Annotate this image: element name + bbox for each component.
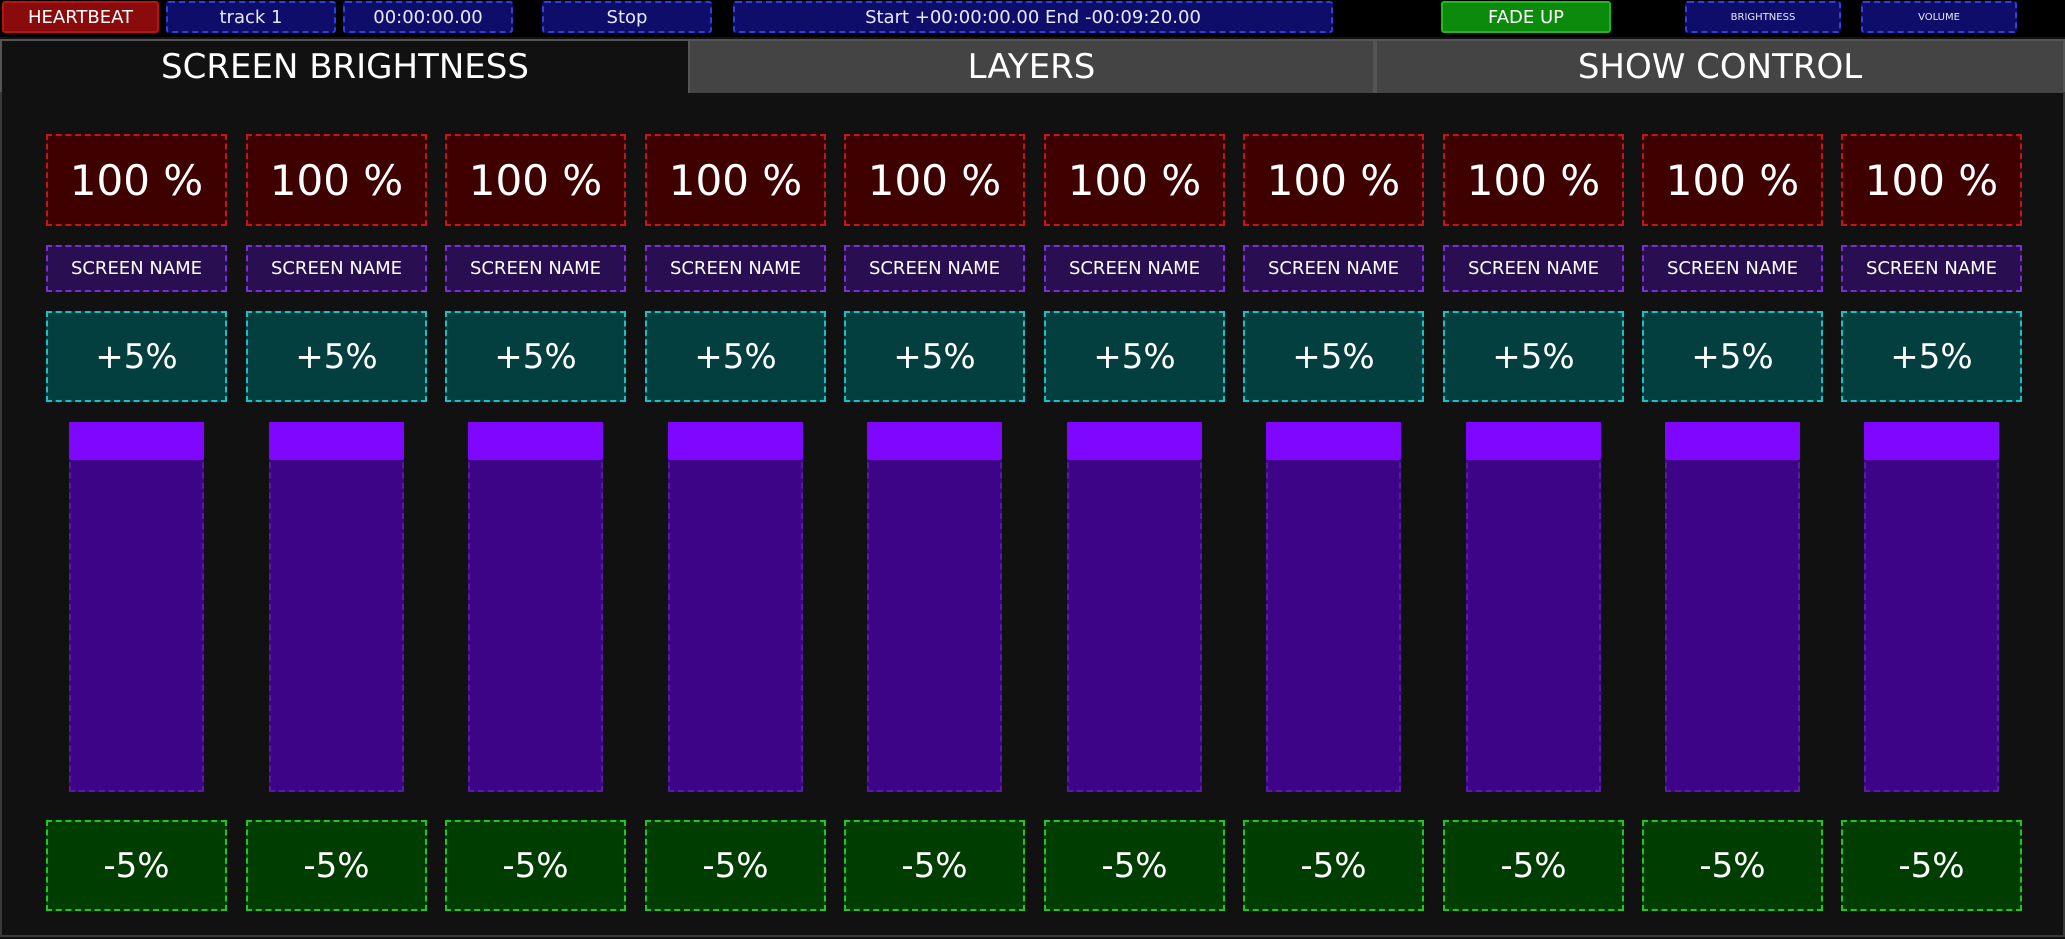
screen-name-label[interactable]: SCREEN NAME xyxy=(1642,245,1823,292)
brightness-fader-track[interactable] xyxy=(69,422,204,792)
tab-bar: SCREEN BRIGHTNESS LAYERS SHOW CONTROL xyxy=(0,39,2065,93)
brightness-fader-track[interactable] xyxy=(867,422,1002,792)
brightness-value-display: 100 % xyxy=(1443,134,1624,226)
volume-button[interactable]: VOLUME xyxy=(1861,1,2017,33)
brightness-value-display: 100 % xyxy=(246,134,427,226)
brightness-value-display: 100 % xyxy=(445,134,626,226)
brightness-channel: 100 % SCREEN NAME +5% -5% xyxy=(844,92,1025,937)
increase-brightness-button[interactable]: +5% xyxy=(844,311,1025,402)
transport-stop-button[interactable]: Stop xyxy=(542,1,712,33)
brightness-button[interactable]: BRIGHTNESS xyxy=(1685,1,1841,33)
decrease-brightness-button[interactable]: -5% xyxy=(844,820,1025,911)
brightness-fader-track[interactable] xyxy=(468,422,603,792)
brightness-panel: 100 % SCREEN NAME +5% -5% 100 % SCREEN NAME +5… xyxy=(0,92,2065,937)
brightness-fader-handle[interactable] xyxy=(1466,422,1601,460)
increase-brightness-button[interactable]: +5% xyxy=(645,311,826,402)
brightness-fader-track[interactable] xyxy=(1067,422,1202,792)
brightness-fader-track[interactable] xyxy=(269,422,404,792)
brightness-fader-handle[interactable] xyxy=(1067,422,1202,460)
brightness-fader-handle[interactable] xyxy=(668,422,803,460)
brightness-channel: 100 % SCREEN NAME +5% -5% xyxy=(1443,92,1624,937)
brightness-value-display: 100 % xyxy=(1642,134,1823,226)
heartbeat-button[interactable]: HEARTBEAT xyxy=(2,1,159,33)
brightness-fader-handle[interactable] xyxy=(1266,422,1401,460)
screen-name-label[interactable]: SCREEN NAME xyxy=(1243,245,1424,292)
increase-brightness-button[interactable]: +5% xyxy=(1044,311,1225,402)
brightness-fader-handle[interactable] xyxy=(867,422,1002,460)
increase-brightness-button[interactable]: +5% xyxy=(1443,311,1624,402)
increase-brightness-button[interactable]: +5% xyxy=(1243,311,1424,402)
decrease-brightness-button[interactable]: -5% xyxy=(246,820,427,911)
tab-layers[interactable]: LAYERS xyxy=(688,39,1375,93)
decrease-brightness-button[interactable]: -5% xyxy=(1841,820,2022,911)
brightness-fader-track[interactable] xyxy=(668,422,803,792)
decrease-brightness-button[interactable]: -5% xyxy=(1642,820,1823,911)
increase-brightness-button[interactable]: +5% xyxy=(246,311,427,402)
brightness-fader-handle[interactable] xyxy=(1665,422,1800,460)
brightness-fader-track[interactable] xyxy=(1466,422,1601,792)
brightness-value-display: 100 % xyxy=(1243,134,1424,226)
screen-name-label[interactable]: SCREEN NAME xyxy=(645,245,826,292)
screen-name-label[interactable]: SCREEN NAME xyxy=(844,245,1025,292)
screen-name-label[interactable]: SCREEN NAME xyxy=(246,245,427,292)
screen-name-label[interactable]: SCREEN NAME xyxy=(46,245,227,292)
brightness-channel: 100 % SCREEN NAME +5% -5% xyxy=(246,92,427,937)
decrease-brightness-button[interactable]: -5% xyxy=(1443,820,1624,911)
brightness-fader-handle[interactable] xyxy=(269,422,404,460)
increase-brightness-button[interactable]: +5% xyxy=(445,311,626,402)
brightness-fader-handle[interactable] xyxy=(69,422,204,460)
screen-name-label[interactable]: SCREEN NAME xyxy=(1841,245,2022,292)
screen-name-label[interactable]: SCREEN NAME xyxy=(1443,245,1624,292)
increase-brightness-button[interactable]: +5% xyxy=(1841,311,2022,402)
decrease-brightness-button[interactable]: -5% xyxy=(46,820,227,911)
brightness-value-display: 100 % xyxy=(844,134,1025,226)
brightness-channel: 100 % SCREEN NAME +5% -5% xyxy=(1044,92,1225,937)
increase-brightness-button[interactable]: +5% xyxy=(46,311,227,402)
brightness-channel: 100 % SCREEN NAME +5% -5% xyxy=(1841,92,2022,937)
tab-screen-brightness[interactable]: SCREEN BRIGHTNESS xyxy=(0,39,688,93)
decrease-brightness-button[interactable]: -5% xyxy=(645,820,826,911)
brightness-value-display: 100 % xyxy=(645,134,826,226)
brightness-fader-track[interactable] xyxy=(1665,422,1800,792)
brightness-fader-handle[interactable] xyxy=(468,422,603,460)
decrease-brightness-button[interactable]: -5% xyxy=(1243,820,1424,911)
brightness-channel: 100 % SCREEN NAME +5% -5% xyxy=(645,92,826,937)
brightness-fader-track[interactable] xyxy=(1266,422,1401,792)
screen-name-label[interactable]: SCREEN NAME xyxy=(1044,245,1225,292)
tab-show-control[interactable]: SHOW CONTROL xyxy=(1375,39,2065,93)
brightness-value-display: 100 % xyxy=(1044,134,1225,226)
screen-name-label[interactable]: SCREEN NAME xyxy=(445,245,626,292)
brightness-fader-handle[interactable] xyxy=(1864,422,1999,460)
fade-up-button[interactable]: FADE UP xyxy=(1441,1,1611,33)
brightness-fader-track[interactable] xyxy=(1864,422,1999,792)
brightness-channel: 100 % SCREEN NAME +5% -5% xyxy=(1642,92,1823,937)
increase-brightness-button[interactable]: +5% xyxy=(1642,311,1823,402)
brightness-value-display: 100 % xyxy=(1841,134,2022,226)
brightness-channel: 100 % SCREEN NAME +5% -5% xyxy=(1243,92,1424,937)
brightness-channel: 100 % SCREEN NAME +5% -5% xyxy=(46,92,227,937)
top-bar: HEARTBEAT track 1 00:00:00.00 Stop Start… xyxy=(0,0,2065,37)
time-range-display: Start +00:00:00.00 End -00:09:20.00 xyxy=(733,1,1333,33)
timecode-display[interactable]: 00:00:00.00 xyxy=(343,1,513,33)
brightness-value-display: 100 % xyxy=(46,134,227,226)
decrease-brightness-button[interactable]: -5% xyxy=(445,820,626,911)
decrease-brightness-button[interactable]: -5% xyxy=(1044,820,1225,911)
track-display[interactable]: track 1 xyxy=(166,1,336,33)
brightness-channel: 100 % SCREEN NAME +5% -5% xyxy=(445,92,626,937)
